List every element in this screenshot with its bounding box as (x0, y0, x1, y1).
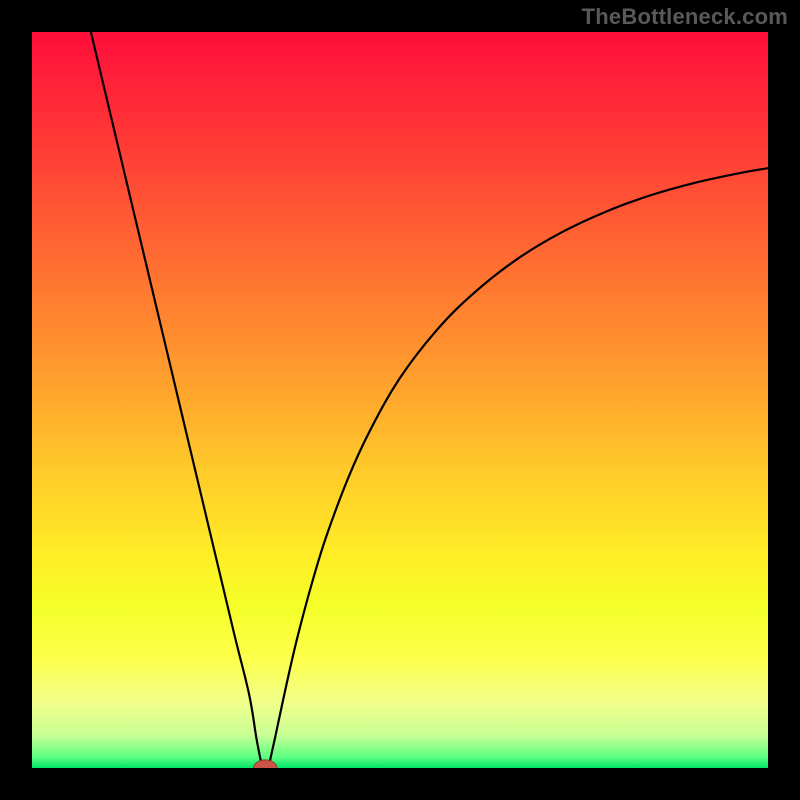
chart-frame: TheBottleneck.com (0, 0, 800, 800)
plot-svg (32, 32, 768, 768)
watermark-text: TheBottleneck.com (582, 4, 788, 30)
gradient-background (32, 32, 768, 768)
plot-area (32, 32, 768, 768)
